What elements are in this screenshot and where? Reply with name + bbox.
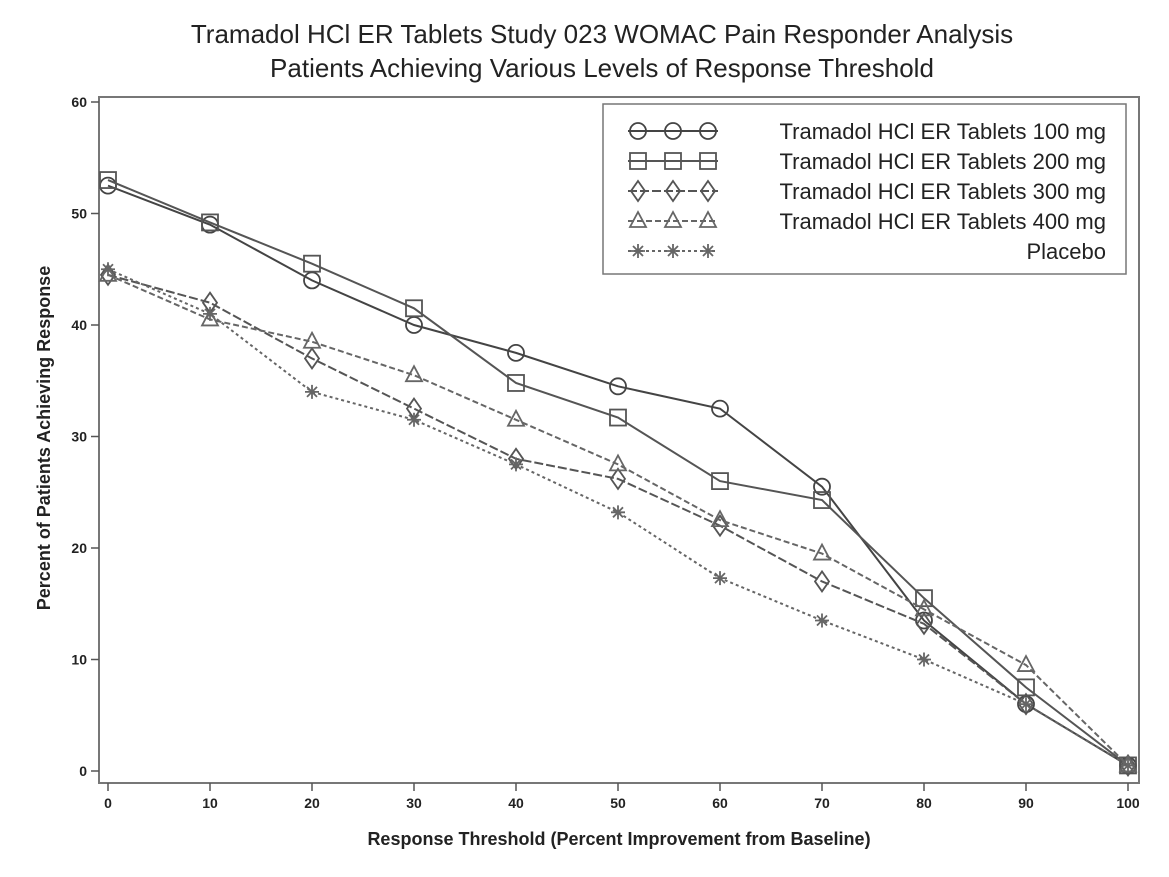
series-3 <box>99 263 1137 777</box>
data-point <box>507 343 525 362</box>
plot-frame <box>98 96 1140 784</box>
data-point <box>404 364 424 383</box>
series-5 <box>101 262 1135 773</box>
legend: Tramadol HCl ER Tablets 100 mg Tramadol H… <box>602 103 1127 275</box>
legend-label: Tramadol HCl ER Tablets 100 mg <box>780 119 1106 144</box>
data-point <box>711 399 729 418</box>
data-point <box>99 171 117 189</box>
x-tick-label: 100 <box>1116 795 1140 811</box>
data-point <box>609 467 627 491</box>
y-tick-label: 30 <box>71 429 87 445</box>
x-axis: 0 10 20 30 40 50 60 70 80 90 100 <box>104 783 1140 811</box>
y-tick-label: 10 <box>71 652 87 668</box>
legend-marker <box>628 210 648 228</box>
data-point <box>303 254 321 273</box>
legend-marker <box>699 152 717 170</box>
data-point <box>507 374 525 392</box>
legend-marker <box>631 244 645 258</box>
legend-item: Tramadol HCl ER Tablets 100 mg <box>628 119 1106 144</box>
series-layer <box>98 171 1138 777</box>
series-2 <box>99 171 1137 775</box>
data-point <box>203 306 217 321</box>
data-point <box>1016 654 1036 672</box>
legend-item: Tramadol HCl ER Tablets 400 mg <box>628 209 1106 234</box>
legend-item: Tramadol HCl ER Tablets 300 mg <box>628 179 1106 204</box>
data-point <box>915 612 933 636</box>
series-line <box>107 184 1129 767</box>
x-tick-label: 50 <box>610 795 626 811</box>
legend-label: Tramadol HCl ER Tablets 300 mg <box>780 179 1106 204</box>
data-point <box>609 377 627 396</box>
legend-marker <box>629 122 647 140</box>
chart-subtitle: Patients Achieving Various Levels of Res… <box>270 53 934 83</box>
data-point <box>915 589 933 608</box>
data-point <box>506 408 526 427</box>
legend-marker <box>664 152 682 170</box>
x-tick-label: 0 <box>104 795 112 811</box>
data-point <box>609 408 627 427</box>
data-point <box>710 509 730 528</box>
x-tick-label: 40 <box>508 795 524 811</box>
x-tick-label: 80 <box>916 795 932 811</box>
legend-item: Tramadol HCl ER Tablets 200 mg <box>628 149 1106 174</box>
y-axis: 0 10 20 30 40 50 60 <box>71 94 99 779</box>
data-point <box>815 613 829 628</box>
data-point <box>305 384 319 399</box>
series-line <box>107 179 1129 767</box>
chart-title: Tramadol HCl ER Tablets Study 023 WOMAC … <box>191 19 1013 49</box>
legend-label: Tramadol HCl ER Tablets 200 mg <box>780 149 1106 174</box>
x-axis-label: Response Threshold (Percent Improvement … <box>367 829 870 849</box>
legend-marker <box>629 152 647 170</box>
data-point <box>813 569 831 594</box>
y-axis-label: Percent of Patients Achieving Response <box>34 266 54 610</box>
legend-marker <box>664 179 682 203</box>
legend-marker <box>701 244 715 258</box>
y-tick-label: 60 <box>71 94 87 110</box>
data-point <box>407 412 421 427</box>
y-tick-label: 0 <box>79 763 87 779</box>
x-tick-label: 90 <box>1018 795 1034 811</box>
data-point <box>201 213 219 232</box>
x-tick-label: 10 <box>202 795 218 811</box>
data-point <box>611 505 625 520</box>
legend-box <box>602 103 1127 275</box>
data-point <box>608 453 628 472</box>
data-point <box>917 652 931 667</box>
legend-marker <box>699 179 717 203</box>
data-point <box>1017 692 1035 716</box>
data-point <box>509 457 523 472</box>
data-point <box>302 330 322 349</box>
x-tick-label: 30 <box>406 795 422 811</box>
data-point <box>405 299 423 318</box>
legend-marker <box>666 244 680 258</box>
data-point <box>1121 758 1135 773</box>
series-line <box>107 273 1129 767</box>
data-point <box>713 571 727 586</box>
y-tick-label: 20 <box>71 540 87 556</box>
series-line <box>107 273 1129 767</box>
legend-marker <box>698 210 718 228</box>
legend-item: Placebo <box>628 239 1106 264</box>
legend-marker <box>663 210 683 228</box>
data-point <box>101 262 115 277</box>
y-tick-label: 40 <box>71 317 87 333</box>
legend-marker <box>664 122 682 140</box>
data-point <box>1019 697 1033 712</box>
data-point <box>303 346 321 371</box>
legend-label: Placebo <box>1026 239 1106 264</box>
legend-marker <box>629 179 647 203</box>
legend-marker <box>699 122 717 140</box>
data-point <box>711 472 729 491</box>
legend-label: Tramadol HCl ER Tablets 400 mg <box>780 209 1106 234</box>
data-point <box>813 477 831 496</box>
y-tick-label: 50 <box>71 206 87 222</box>
data-point <box>99 263 117 287</box>
data-point <box>812 542 832 561</box>
data-point <box>813 491 831 509</box>
x-tick-label: 60 <box>712 795 728 811</box>
data-point <box>914 598 934 617</box>
x-tick-label: 70 <box>814 795 830 811</box>
x-tick-label: 20 <box>304 795 320 811</box>
